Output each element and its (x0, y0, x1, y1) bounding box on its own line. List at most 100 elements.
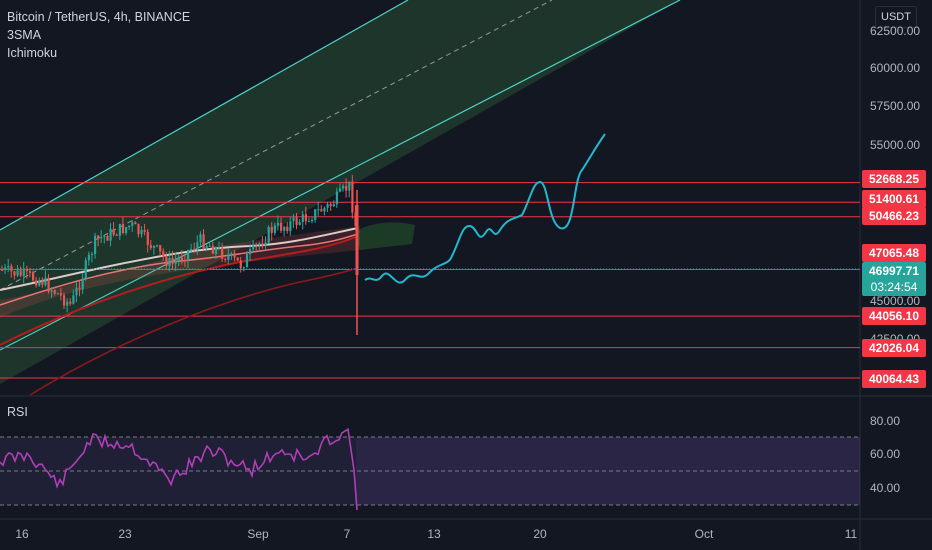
current-price-tag: 46997.71 (862, 262, 926, 280)
time-tick: 20 (533, 527, 547, 541)
bar-countdown: 03:24:54 (862, 278, 926, 296)
candle-body (118, 223, 121, 236)
time-tick: Sep (247, 527, 269, 541)
price-tick: 60000.00 (870, 61, 921, 75)
symbol-title[interactable]: Bitcoin / TetherUS, 4h, BINANCE (7, 10, 191, 24)
channel-lower-line (0, 0, 681, 351)
candle-body (137, 224, 140, 235)
candle-body (196, 242, 199, 250)
candle-body (245, 254, 249, 268)
candle-body (348, 181, 351, 191)
rsi-pane-label[interactable]: RSI (7, 405, 28, 419)
candle-body (187, 249, 190, 261)
candle-body (41, 280, 44, 285)
candle-body (134, 222, 137, 225)
candle-body (174, 260, 177, 264)
candle-body (298, 222, 301, 225)
candle-body (121, 223, 125, 234)
candle-body (276, 222, 280, 226)
rsi-tick: 60.00 (870, 447, 901, 461)
candle-body (307, 221, 311, 223)
candle-body (183, 260, 187, 262)
candle-body (292, 217, 295, 222)
candle-body (56, 293, 59, 295)
candle-body (106, 236, 109, 241)
candle-body (236, 257, 239, 261)
candle-body (323, 207, 326, 212)
rsi-line (0, 428, 358, 511)
channel-median-line (0, 0, 553, 291)
time-tick: 23 (118, 527, 132, 541)
time-tick: Oct (694, 527, 714, 541)
candle-body (311, 219, 314, 222)
candle-body (66, 301, 69, 306)
candle-body (81, 278, 84, 290)
sma-long-line (29, 267, 359, 396)
candle-body (44, 277, 47, 285)
candle-body (19, 270, 22, 276)
candle-body (252, 244, 255, 250)
candle-body (317, 209, 320, 211)
candle-body (4, 267, 7, 271)
candle-body (50, 290, 53, 292)
channel-upper-line (0, 0, 409, 231)
price-tick: 45000.00 (870, 294, 921, 308)
candle-body (69, 301, 72, 304)
candle-body (218, 247, 221, 249)
candle-body (199, 234, 202, 243)
candle-body (10, 265, 13, 272)
candle-body (227, 255, 230, 260)
candle-body (224, 258, 227, 260)
candle-body (115, 234, 118, 236)
level-tag: 40064.43 (862, 370, 926, 388)
candle-body (190, 249, 193, 251)
candle-body (338, 188, 342, 192)
chart-legend: Bitcoin / TetherUS, 4h, BINANCE 3SMA Ich… (7, 8, 190, 62)
candle-body (72, 295, 75, 304)
candle-body (22, 269, 25, 276)
candle-body (152, 245, 156, 248)
candle-body (280, 222, 283, 231)
candle-body (156, 245, 159, 247)
level-tag: 47065.48 (862, 244, 926, 262)
indicator-ichimoku[interactable]: Ichimoku (7, 46, 58, 60)
indicator-3sma[interactable]: 3SMA (7, 28, 42, 42)
candle-body (63, 295, 66, 306)
candle-body (233, 253, 236, 258)
rsi-band-fill-forward (356, 437, 860, 505)
candle-body (283, 226, 286, 231)
sma-slow-line (0, 235, 359, 346)
candle-body (221, 247, 224, 259)
sma-mid-line (0, 233, 359, 306)
candle-body (162, 251, 165, 257)
candle-body (273, 225, 276, 233)
candle-body (84, 260, 87, 279)
candle-body (329, 204, 332, 207)
candle-body (326, 204, 329, 208)
candle-body (351, 181, 354, 213)
candle-body (28, 271, 32, 273)
price-tick: 62500.00 (870, 24, 921, 38)
candle-body (128, 225, 131, 228)
currency-selector[interactable]: USDT (875, 6, 917, 28)
candle-body (38, 280, 41, 286)
candle-body (230, 253, 233, 256)
candle-body (264, 242, 267, 246)
candle-body (289, 221, 292, 232)
candle-body (87, 254, 90, 261)
candle-body (214, 247, 218, 254)
candle-body (32, 272, 35, 281)
projection-path (364, 133, 606, 284)
level-tag: 51400.61 (862, 190, 926, 208)
candle-body (1, 270, 4, 271)
candle-body (59, 293, 63, 296)
candle-body (47, 277, 50, 292)
candle-body (94, 235, 97, 254)
candle-body (286, 226, 289, 232)
candle-body (301, 214, 304, 223)
candle-body (159, 245, 162, 252)
candle-body (255, 244, 258, 246)
candle-body (239, 260, 242, 269)
candle-body (320, 209, 323, 212)
